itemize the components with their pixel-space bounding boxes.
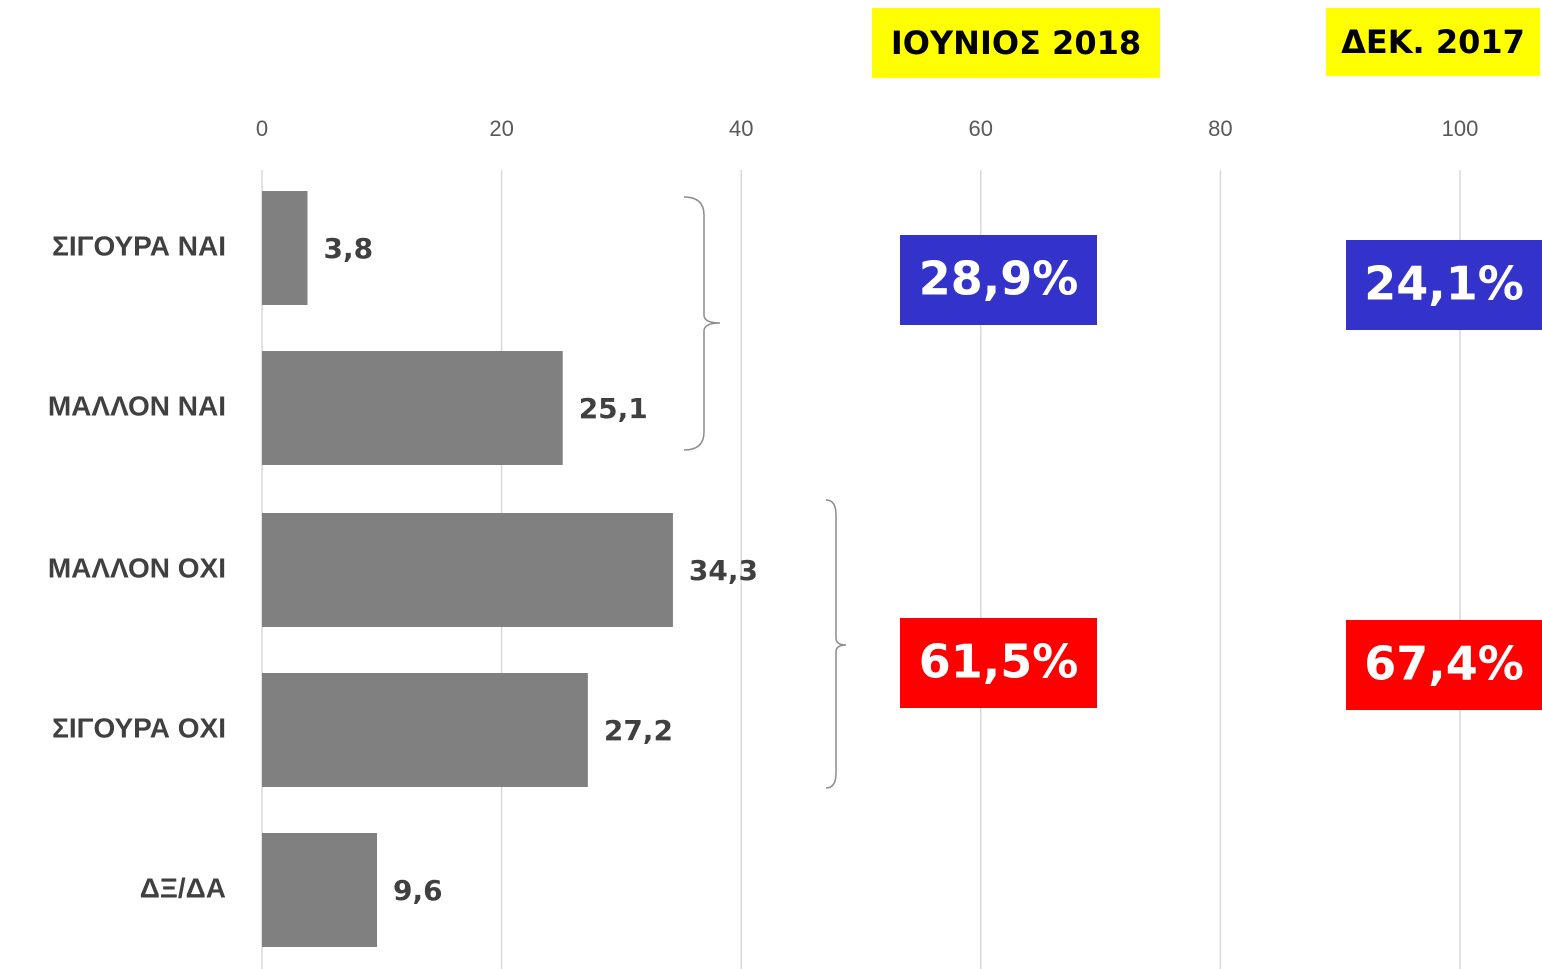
x-tick-label: 20 [489, 116, 513, 141]
period-header-box [872, 8, 1160, 78]
yes-total-box [900, 235, 1097, 325]
x-tick-label: 0 [256, 116, 268, 141]
bar [262, 673, 588, 787]
bar [262, 191, 308, 305]
value-label: 25,1 [579, 392, 648, 425]
period-header: ΙΟΥΝΙΟΣ 2018 [891, 24, 1141, 62]
period-header: ΔΕΚ. 2017 [1341, 23, 1525, 61]
category-label: ΜΑΛΛΟΝ ΝΑΙ [48, 390, 226, 421]
no-total-box [900, 618, 1097, 708]
value-label: 9,6 [393, 874, 443, 907]
bar [262, 351, 563, 465]
bracket [683, 196, 721, 451]
yes-total: 28,9% [919, 252, 1079, 306]
x-tick-label: 80 [1208, 116, 1232, 141]
bar [262, 833, 378, 947]
category-label: ΣΙΓΟΥΡΑ ΟΧΙ [52, 712, 226, 743]
x-tick-label: 60 [969, 116, 993, 141]
category-label: ΜΑΛΛΟΝ ΟΧΙ [48, 552, 226, 583]
bracket [825, 499, 847, 789]
no-total: 61,5% [919, 635, 1079, 689]
x-tick-label: 40 [729, 116, 753, 141]
no-total: 67,4% [1364, 637, 1524, 691]
yes-total-box [1346, 240, 1542, 330]
value-label: 27,2 [604, 714, 673, 747]
value-label: 34,3 [689, 554, 758, 587]
period-header-box [1326, 8, 1540, 76]
yes-total: 24,1% [1364, 257, 1524, 311]
no-total-box [1346, 620, 1542, 710]
bar [262, 513, 673, 627]
category-label: ΔΞ/ΔΑ [140, 872, 226, 903]
x-tick-label: 100 [1442, 116, 1479, 141]
value-label: 3,8 [324, 232, 374, 265]
category-label: ΣΙΓΟΥΡΑ ΝΑΙ [52, 230, 226, 261]
